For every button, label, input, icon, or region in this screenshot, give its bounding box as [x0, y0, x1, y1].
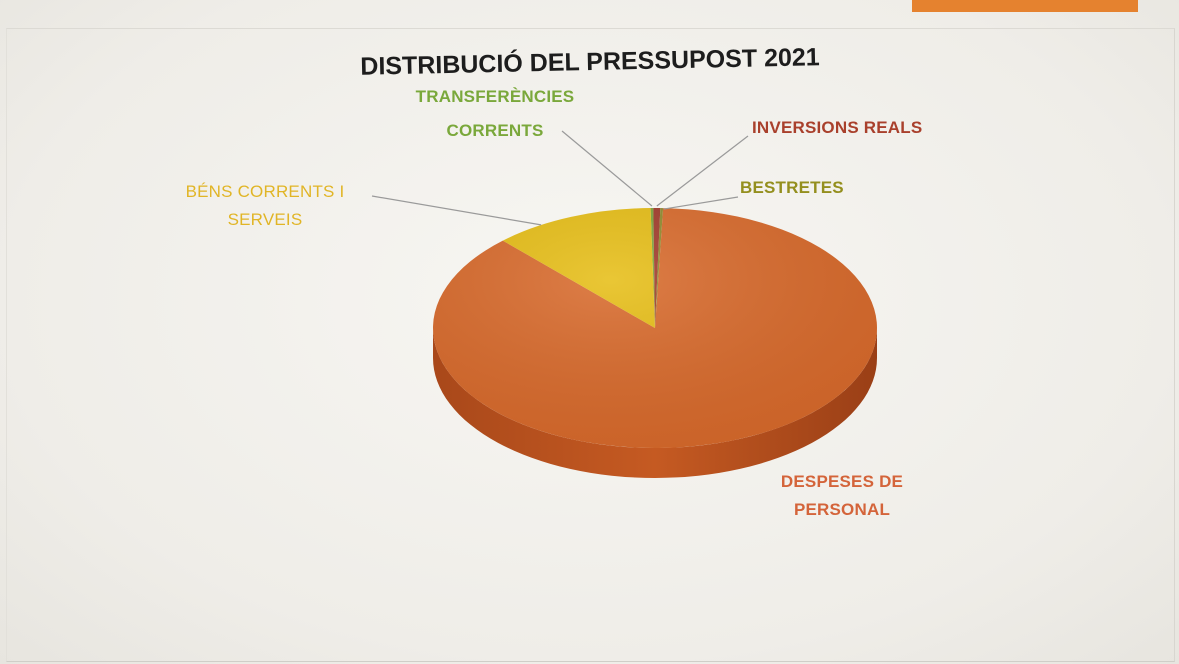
- label-inversions-line-1: INVERSIONS REALS: [752, 118, 923, 137]
- label-despeses-line-1: DESPESES DE: [780, 472, 904, 491]
- label-despeses-de-personal: DESPESES DE PERSONAL: [752, 468, 932, 524]
- pie-slices: [433, 208, 878, 448]
- label-inversions-reals: INVERSIONS REALS: [752, 114, 980, 142]
- label-bens-corrents-i-serveis: BÉNS CORRENTS I SERVEIS: [165, 178, 365, 234]
- label-bens-line-1: BÉNS CORRENTS I: [185, 182, 345, 201]
- leader-line-bens: [371, 195, 542, 226]
- leader-line-inversions: [656, 135, 749, 207]
- label-despeses-line-2: PERSONAL: [793, 500, 891, 519]
- leader-lines: [371, 130, 749, 226]
- leader-line-transferencies: [561, 130, 653, 207]
- chart-frame: [6, 28, 1175, 662]
- label-transferencies-line-2: CORRENTS: [446, 121, 544, 140]
- label-bens-line-2: SERVEIS: [227, 210, 303, 229]
- label-transferencies-line-1: TRANSFERÈNCIES: [415, 87, 575, 106]
- leader-line-bestretes: [663, 196, 739, 210]
- orange-corner-tab: [912, 0, 1138, 12]
- label-bestretes: BESTRETES: [740, 174, 880, 202]
- label-transferencies-corrents: TRANSFERÈNCIES CORRENTS: [385, 80, 605, 148]
- label-bestretes-line-1: BESTRETES: [740, 178, 844, 197]
